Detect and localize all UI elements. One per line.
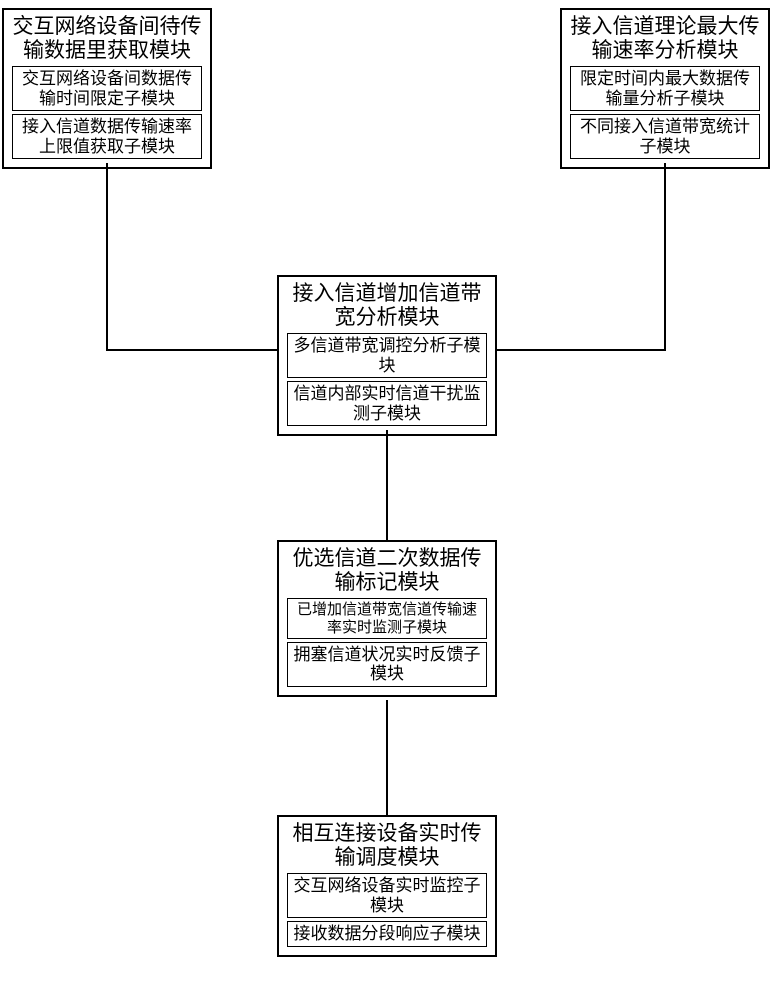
module-title: 相互连接设备实时传输调度模块 xyxy=(284,822,490,870)
module-box-mid1: 接入信道增加信道带宽分析模块 多信道带宽调控分析子模块 信道内部实时信道干扰监测… xyxy=(277,275,497,436)
submodule: 不同接入信道带宽统计子模块 xyxy=(570,114,760,159)
module-title: 优选信道二次数据传输标记模块 xyxy=(284,547,490,595)
submodule: 拥塞信道状况实时反馈子模块 xyxy=(287,642,487,687)
module-title: 接入信道增加信道带宽分析模块 xyxy=(284,282,490,330)
module-box-mid2: 优选信道二次数据传输标记模块 已增加信道带宽信道传输速率实时监测子模块 拥塞信道… xyxy=(277,540,497,697)
submodule: 交互网络设备实时监控子模块 xyxy=(287,873,487,918)
submodule: 交互网络设备间数据传输时间限定子模块 xyxy=(12,66,202,111)
submodule: 限定时间内最大数据传输量分析子模块 xyxy=(570,66,760,111)
submodule: 多信道带宽调控分析子模块 xyxy=(287,333,487,378)
submodule: 接收数据分段响应子模块 xyxy=(287,921,487,947)
submodule: 信道内部实时信道干扰监测子模块 xyxy=(287,381,487,426)
module-title: 接入信道理论最大传输速率分析模块 xyxy=(567,15,763,63)
submodule: 已增加信道带宽信道传输速率实时监测子模块 xyxy=(287,598,487,639)
module-box-bottom: 相互连接设备实时传输调度模块 交互网络设备实时监控子模块 接收数据分段响应子模块 xyxy=(277,815,497,957)
module-title: 交互网络设备间待传输数据里获取模块 xyxy=(9,15,205,63)
module-box-top-left: 交互网络设备间待传输数据里获取模块 交互网络设备间数据传输时间限定子模块 接入信… xyxy=(2,8,212,169)
module-box-top-right: 接入信道理论最大传输速率分析模块 限定时间内最大数据传输量分析子模块 不同接入信… xyxy=(560,8,770,169)
submodule: 接入信道数据传输速率上限值获取子模块 xyxy=(12,114,202,159)
